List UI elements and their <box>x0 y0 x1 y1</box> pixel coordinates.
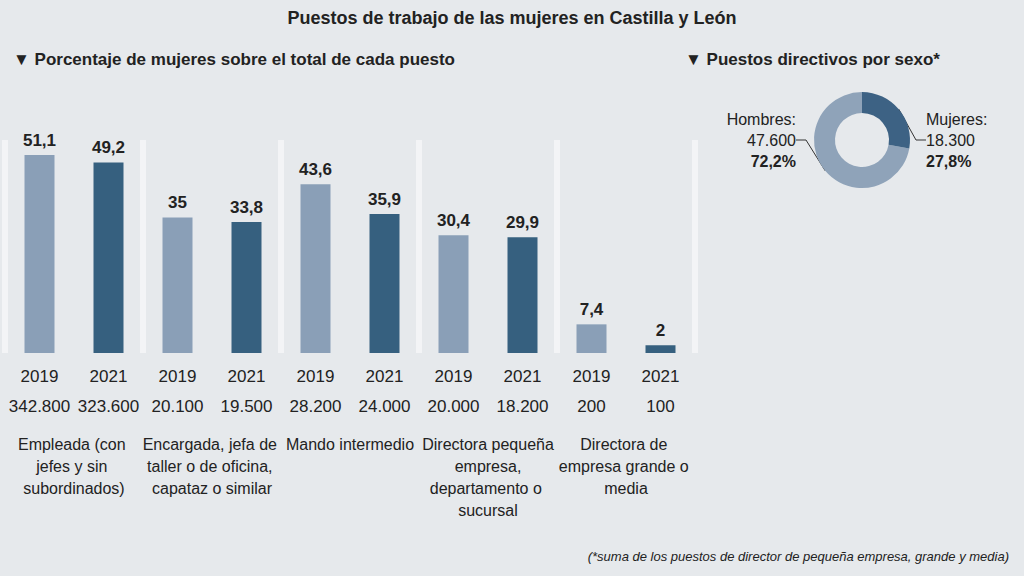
svg-text:(*suma de los puestos de direc: (*suma de los puestos de director de peq… <box>588 549 1009 564</box>
svg-text:departamento o: departamento o <box>430 480 547 497</box>
svg-text:72,2%: 72,2% <box>751 153 796 170</box>
svg-text:35,9: 35,9 <box>368 190 401 209</box>
svg-text:18.200: 18.200 <box>497 397 549 416</box>
svg-text:19.500: 19.500 <box>221 397 273 416</box>
svg-text:Directora pequeña: Directora pequeña <box>422 436 554 453</box>
svg-text:subordinados): subordinados) <box>23 480 124 497</box>
svg-text:media: media <box>604 480 648 497</box>
svg-text:30,4: 30,4 <box>437 211 471 230</box>
svg-text:capataz o similar: capataz o similar <box>152 480 273 497</box>
svg-text:▼ Porcentaje de mujeres sobre: ▼ Porcentaje de mujeres sobre el total d… <box>13 50 455 69</box>
svg-text:2021: 2021 <box>90 367 128 386</box>
svg-text:27,8%: 27,8% <box>926 153 971 170</box>
svg-text:49,2: 49,2 <box>92 138 125 157</box>
svg-text:2019: 2019 <box>435 367 473 386</box>
svg-text:Empleada (con: Empleada (con <box>18 436 130 453</box>
svg-text:taller o de oficina,: taller o de oficina, <box>147 458 277 475</box>
svg-text:2: 2 <box>656 321 665 340</box>
svg-text:100: 100 <box>646 397 674 416</box>
svg-text:18.300: 18.300 <box>926 132 975 149</box>
svg-text:51,1: 51,1 <box>23 131 56 150</box>
svg-text:2021: 2021 <box>228 367 266 386</box>
svg-text:47.600: 47.600 <box>747 132 796 149</box>
svg-text:Mujeres:: Mujeres: <box>926 111 987 128</box>
svg-text:35: 35 <box>168 193 187 212</box>
svg-text:2019: 2019 <box>573 367 611 386</box>
svg-text:2019: 2019 <box>21 367 59 386</box>
svg-text:43,6: 43,6 <box>299 160 332 179</box>
svg-text:20.000: 20.000 <box>428 397 480 416</box>
svg-text:33,8: 33,8 <box>230 198 263 217</box>
svg-text:28.200: 28.200 <box>290 397 342 416</box>
svg-text:2019: 2019 <box>159 367 197 386</box>
svg-text:2021: 2021 <box>642 367 680 386</box>
svg-text:323.600: 323.600 <box>78 397 139 416</box>
svg-text:Encargada, jefa de: Encargada, jefa de <box>143 436 282 453</box>
svg-text:Mando intermedio: Mando intermedio <box>286 436 414 453</box>
svg-text:200: 200 <box>577 397 605 416</box>
svg-text:29,9: 29,9 <box>506 213 539 232</box>
svg-text:2019: 2019 <box>297 367 335 386</box>
svg-text:jefes y sin: jefes y sin <box>35 458 112 475</box>
svg-text:empresa grande o: empresa grande o <box>559 458 693 475</box>
svg-text:7,4: 7,4 <box>580 300 604 319</box>
svg-text:Hombres:: Hombres: <box>727 111 796 128</box>
svg-text:2021: 2021 <box>504 367 542 386</box>
svg-text:20.100: 20.100 <box>152 397 204 416</box>
svg-text:empresa,: empresa, <box>450 458 526 475</box>
svg-text:342.800: 342.800 <box>9 397 70 416</box>
svg-text:sucursal: sucursal <box>458 502 518 519</box>
svg-text:24.000: 24.000 <box>359 397 411 416</box>
svg-text:Directora de: Directora de <box>580 436 672 453</box>
svg-text:▼ Puestos directivos por sexo*: ▼ Puestos directivos por sexo* <box>685 50 940 69</box>
svg-text:Puestos de trabajo de las muje: Puestos de trabajo de las mujeres en Cas… <box>287 8 736 28</box>
svg-text:2021: 2021 <box>366 367 404 386</box>
